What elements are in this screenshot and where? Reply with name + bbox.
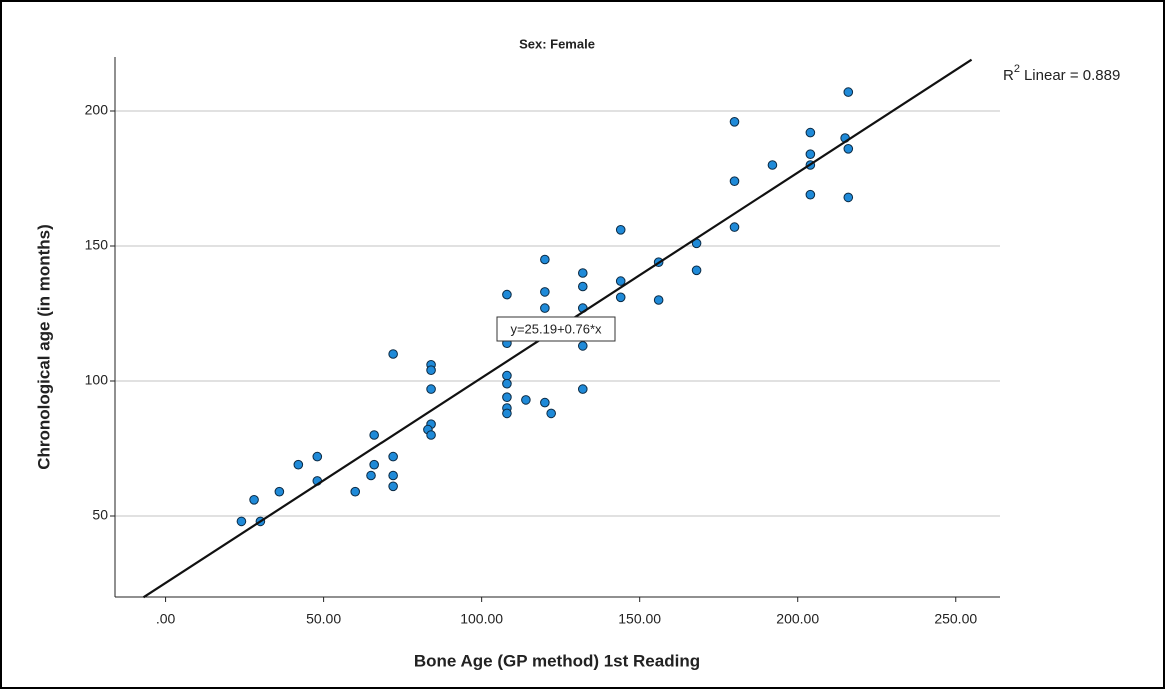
point — [540, 303, 550, 313]
r2-part: 2 — [1014, 63, 1020, 75]
point — [805, 127, 816, 138]
point — [729, 222, 740, 232]
y-tick-label: 200 — [85, 102, 109, 118]
point — [691, 265, 702, 276]
point — [805, 149, 816, 159]
point — [540, 397, 550, 408]
r2-label: R2 Linear = 0.889 — [1003, 63, 1120, 84]
point — [426, 384, 436, 394]
x-tick-label: 200.00 — [776, 611, 819, 627]
point — [249, 495, 259, 505]
point — [577, 384, 588, 394]
point — [615, 225, 626, 235]
x-tick-label: 150.00 — [618, 611, 661, 627]
point — [653, 295, 664, 305]
point — [502, 408, 512, 419]
point — [805, 189, 816, 200]
equation-label: y=25.19+0.76*x — [510, 321, 602, 336]
x-tick-label: 50.00 — [306, 611, 341, 627]
point — [502, 378, 512, 389]
y-tick-label: 150 — [85, 237, 109, 253]
chart-title: Sex: Female — [519, 36, 595, 51]
point — [577, 268, 588, 278]
x-axis-label: Bone Age (GP method) 1st Reading — [414, 651, 700, 670]
point — [369, 459, 379, 470]
point — [502, 370, 512, 381]
point — [540, 254, 550, 265]
point — [843, 87, 854, 97]
point — [426, 365, 436, 376]
point — [577, 341, 588, 351]
point — [312, 451, 323, 462]
point — [388, 451, 398, 462]
point — [366, 470, 376, 481]
x-tick-label: 250.00 — [934, 611, 977, 627]
point — [236, 516, 247, 527]
point — [615, 292, 626, 303]
point — [293, 459, 304, 470]
point — [843, 144, 854, 154]
x-tick-label: 100.00 — [460, 611, 503, 627]
point — [388, 481, 398, 492]
point — [521, 395, 531, 405]
r2-part: R — [1003, 67, 1014, 84]
y-axis-label: Chronological age (in months) — [34, 224, 53, 470]
point — [577, 281, 588, 292]
point — [843, 192, 854, 203]
equation-box — [496, 316, 616, 342]
point — [502, 289, 512, 300]
point — [388, 349, 398, 359]
point — [729, 117, 740, 127]
point — [546, 408, 556, 419]
y-tick-label: 100 — [85, 372, 109, 388]
point — [615, 276, 626, 286]
point — [540, 287, 550, 297]
point — [274, 486, 285, 497]
point — [502, 392, 512, 403]
point — [369, 430, 379, 440]
point — [388, 470, 398, 481]
point — [729, 176, 740, 186]
y-tick-label: 50 — [92, 507, 108, 523]
point — [767, 160, 778, 170]
point — [426, 430, 436, 440]
x-tick-label: .00 — [156, 611, 176, 627]
r2-part: Linear = 0.889 — [1024, 67, 1120, 84]
point — [350, 486, 361, 497]
